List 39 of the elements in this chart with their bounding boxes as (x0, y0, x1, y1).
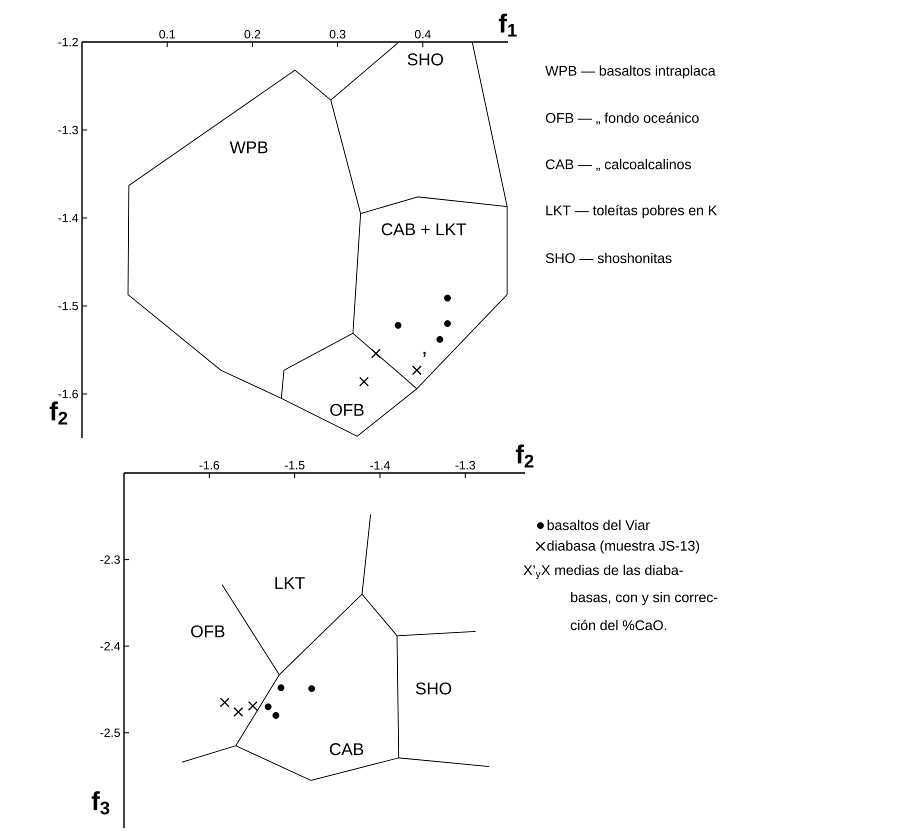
y-tick-label: -1.3 (58, 126, 78, 134)
x-tick-label: -1.4 (370, 461, 390, 470)
y-tick-label: -1.2 (58, 38, 78, 46)
x-tick-label: 0.3 (330, 30, 346, 38)
x-tick-label: -1.6 (200, 460, 220, 470)
annotation: OFB (191, 625, 224, 638)
x-tick-label: -1.3 (455, 460, 476, 470)
text: SHO — shoshonitas (546, 252, 672, 264)
annotation: SHO (416, 682, 452, 695)
x-tick-label: 0.1 (159, 30, 175, 38)
annotation: ’ (423, 352, 426, 357)
text: basas, con y sin correc- (571, 592, 718, 606)
annotation: CAB (330, 743, 364, 756)
y-tick-label: -1.6 (58, 390, 78, 398)
annotation: LKT (275, 577, 305, 589)
text: ción del %CaO. (570, 620, 666, 630)
y-tick-label: -2.3 (100, 555, 120, 564)
text: WPB — basaltos intraplaca (545, 65, 716, 79)
y-axis-title: f$_{3}$ (92, 791, 110, 814)
x-axis-title: f$_{2}$ (516, 444, 534, 468)
y-tick-label: -1.5 (58, 302, 78, 310)
x-tick-label: 0.2 (244, 30, 260, 38)
y-tick-label: -1.4 (58, 214, 78, 222)
text: CAB — „ calcoalcalinos (546, 159, 691, 171)
legend-label: diabasa (muestra JS-13) (547, 540, 700, 554)
y-tick-label: -2.5 (100, 728, 120, 738)
annotation: WPB (230, 141, 268, 154)
y-axis-title: f$_{2}$ (50, 401, 68, 424)
annotation: X’$_{y}$X medias de las diaba- (524, 564, 683, 580)
annotation: SHO (408, 53, 443, 66)
y-tick-label: -2.4 (100, 642, 120, 650)
text: LKT — toleítas pobres en K (546, 204, 718, 218)
text: OFB — „ fondo oceánico (546, 112, 699, 125)
x-tick-label: 0.4 (414, 30, 431, 38)
annotation: OFB (330, 404, 364, 416)
legend-label: basaltos del Viar (548, 520, 650, 530)
x-tick-label: -1.5 (284, 461, 304, 470)
x-axis-title: f$_{1}$ (498, 14, 517, 36)
annotation: CAB + LKT (382, 223, 466, 236)
